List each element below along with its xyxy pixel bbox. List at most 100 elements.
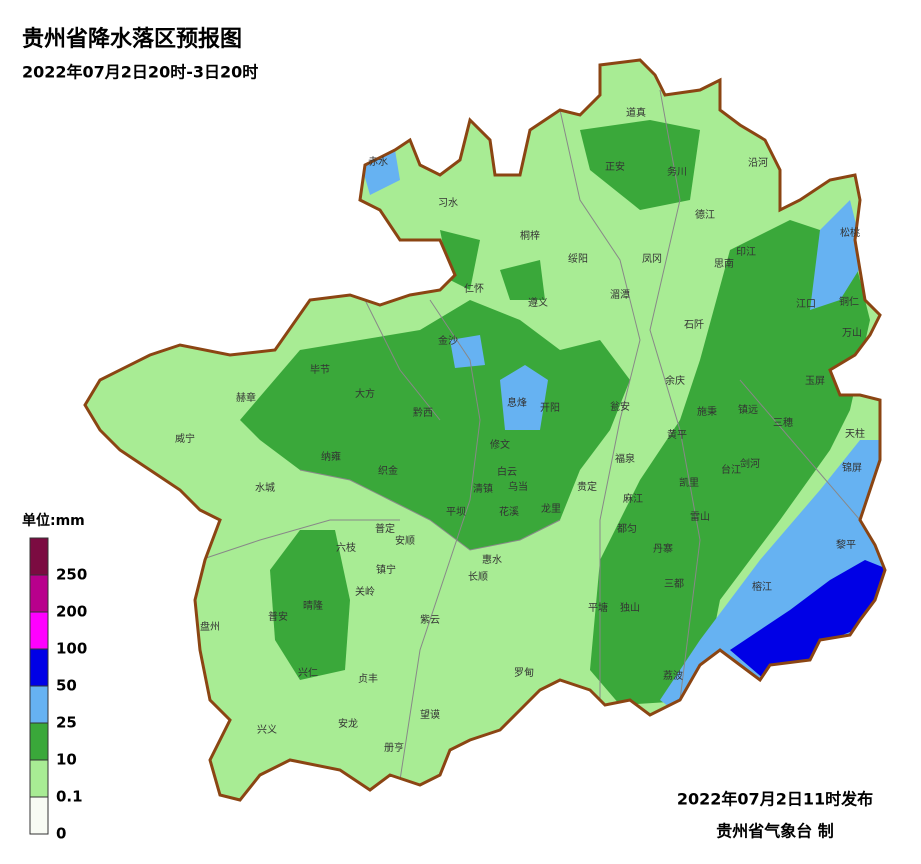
legend-label: 250 bbox=[56, 566, 87, 584]
legend-unit: 单位:mm bbox=[22, 512, 85, 529]
place-label: 兴仁 bbox=[298, 667, 318, 679]
place-label: 施秉 bbox=[697, 405, 717, 418]
place-label: 毕节 bbox=[310, 363, 330, 376]
place-label: 独山 bbox=[620, 601, 640, 614]
place-label: 修文 bbox=[490, 438, 510, 451]
place-label: 务川 bbox=[667, 165, 687, 178]
place-label: 兴义 bbox=[257, 724, 277, 736]
place-label: 乌当 bbox=[508, 480, 528, 493]
place-label: 剑河 bbox=[740, 457, 760, 470]
rain-area bbox=[500, 260, 545, 300]
place-label: 花溪 bbox=[499, 505, 519, 518]
rain-area bbox=[590, 220, 870, 705]
legend-swatch bbox=[29, 796, 49, 835]
place-label: 惠水 bbox=[482, 553, 502, 566]
place-label: 晴隆 bbox=[303, 599, 323, 612]
heavy-rain-area bbox=[500, 365, 548, 430]
issue-time: 2022年07月2日11时发布 bbox=[677, 790, 873, 809]
place-label: 关岭 bbox=[355, 585, 375, 598]
place-label: 织金 bbox=[378, 464, 398, 477]
place-label: 安顺 bbox=[395, 534, 415, 547]
place-label: 黄平 bbox=[667, 428, 687, 441]
place-label: 凤冈 bbox=[642, 253, 662, 265]
place-label: 息烽 bbox=[507, 396, 527, 409]
rain-area bbox=[240, 300, 630, 550]
legend-label: 0 bbox=[56, 825, 66, 843]
legend-swatch bbox=[29, 611, 49, 650]
place-label: 平塘 bbox=[588, 601, 608, 614]
legend-label: 100 bbox=[56, 640, 87, 658]
place-label: 赫章 bbox=[236, 391, 256, 404]
place-label: 万山 bbox=[842, 327, 862, 339]
place-label: 册亨 bbox=[384, 741, 404, 754]
place-label: 玉屏 bbox=[805, 375, 825, 387]
county-borders bbox=[199, 89, 861, 781]
place-label: 锦屏 bbox=[842, 461, 862, 474]
place-label: 贞丰 bbox=[358, 672, 378, 685]
legend-swatch bbox=[29, 648, 49, 687]
place-label: 正安 bbox=[605, 160, 625, 173]
place-label: 三穗 bbox=[773, 416, 793, 429]
place-label: 印江 bbox=[736, 246, 756, 258]
place-label: 紫云 bbox=[420, 614, 440, 626]
legend-swatch bbox=[29, 685, 49, 724]
place-label: 水城 bbox=[255, 482, 275, 494]
legend-label: 10 bbox=[56, 751, 77, 769]
place-label: 平坝 bbox=[446, 506, 466, 518]
place-label: 福泉 bbox=[615, 452, 635, 465]
place-label: 天柱 bbox=[845, 427, 865, 440]
place-label: 湄潭 bbox=[610, 289, 630, 301]
place-label: 松桃 bbox=[840, 226, 860, 239]
place-label: 榕江 bbox=[752, 580, 772, 593]
place-label: 纳雍 bbox=[321, 450, 341, 463]
legend-label: 50 bbox=[56, 677, 77, 695]
place-label: 清镇 bbox=[473, 482, 493, 495]
place-label: 习水 bbox=[438, 197, 458, 209]
place-label: 沿河 bbox=[748, 157, 768, 169]
map-title: 贵州省降水落区预报图 bbox=[22, 27, 242, 52]
place-label: 桐梓 bbox=[520, 229, 540, 242]
place-label: 都匀 bbox=[617, 523, 637, 535]
place-label: 台江 bbox=[721, 463, 741, 476]
legend-swatch bbox=[29, 722, 49, 761]
place-label: 仁怀 bbox=[464, 283, 484, 295]
place-label: 六枝 bbox=[336, 541, 356, 554]
rain-area bbox=[270, 530, 350, 680]
place-label: 铜仁 bbox=[839, 296, 859, 308]
place-label: 龙里 bbox=[541, 502, 561, 515]
legend-label: 25 bbox=[56, 714, 77, 732]
place-label: 盘州 bbox=[200, 620, 220, 633]
rainstorm-area bbox=[730, 560, 885, 680]
place-label: 江口 bbox=[796, 298, 816, 310]
legend-swatch bbox=[29, 574, 49, 613]
agency: 贵州省气象台 制 bbox=[716, 822, 834, 841]
place-label: 普安 bbox=[268, 610, 288, 623]
place-label: 安龙 bbox=[338, 717, 358, 730]
place-label: 石阡 bbox=[684, 319, 704, 331]
place-label: 罗甸 bbox=[514, 666, 534, 679]
place-label: 雷山 bbox=[690, 511, 710, 523]
place-label: 大方 bbox=[355, 387, 375, 400]
place-label: 威宁 bbox=[175, 432, 195, 445]
place-label: 丹寨 bbox=[653, 542, 673, 555]
place-label: 思南 bbox=[714, 257, 734, 270]
place-label: 普定 bbox=[375, 522, 395, 535]
legend-label: 200 bbox=[56, 603, 87, 621]
place-label: 黎平 bbox=[836, 538, 856, 551]
place-label: 黔西 bbox=[413, 406, 433, 419]
place-label: 贵定 bbox=[577, 480, 597, 493]
place-label: 凯里 bbox=[679, 476, 699, 489]
place-label: 开阳 bbox=[540, 402, 560, 414]
place-label: 余庆 bbox=[665, 374, 685, 387]
place-label: 长顺 bbox=[468, 571, 488, 583]
place-label: 白云 bbox=[497, 465, 517, 478]
place-label: 德江 bbox=[695, 208, 715, 221]
place-label: 遵义 bbox=[528, 296, 548, 309]
legend-label: 0.1 bbox=[56, 788, 83, 806]
place-label: 麻江 bbox=[623, 492, 643, 505]
map-subtitle: 2022年07月2日20时-3日20时 bbox=[22, 63, 258, 82]
place-label: 道真 bbox=[626, 106, 646, 119]
